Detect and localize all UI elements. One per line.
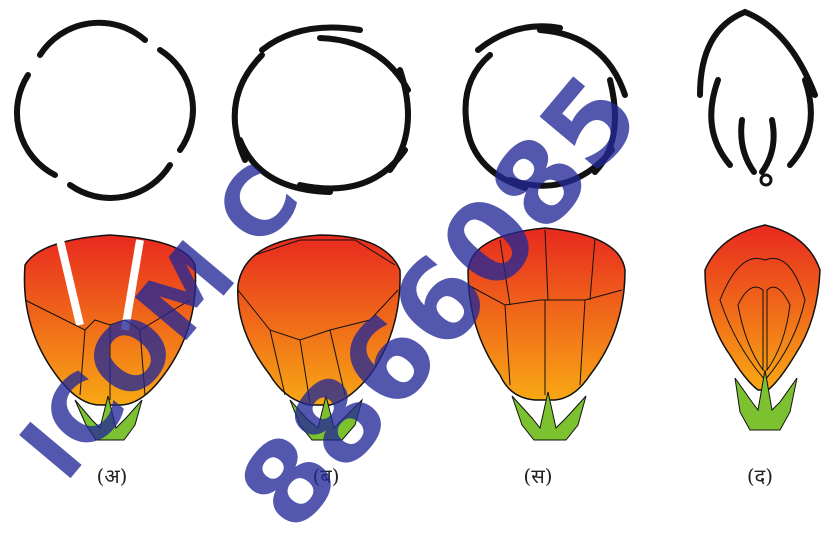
flower-twisted <box>237 234 401 441</box>
aestivation-figure: (अ) (ब) (स) (द) ICOM C 8866085 <box>0 8 821 554</box>
caption-d: (द) <box>746 464 774 488</box>
flower-vexillary <box>704 224 821 431</box>
flower-valvate <box>23 234 197 441</box>
caption-a: (अ) <box>96 464 128 488</box>
caption-c: (स) <box>523 464 553 488</box>
diagram-imbricate <box>462 23 628 191</box>
diagram-twisted <box>231 24 411 195</box>
caption-b: (ब) <box>312 464 340 488</box>
diagram-valvate <box>13 19 196 201</box>
flower-diagrams <box>13 8 821 441</box>
flower-imbricate <box>467 227 626 441</box>
diagram-vexillary <box>697 8 818 187</box>
